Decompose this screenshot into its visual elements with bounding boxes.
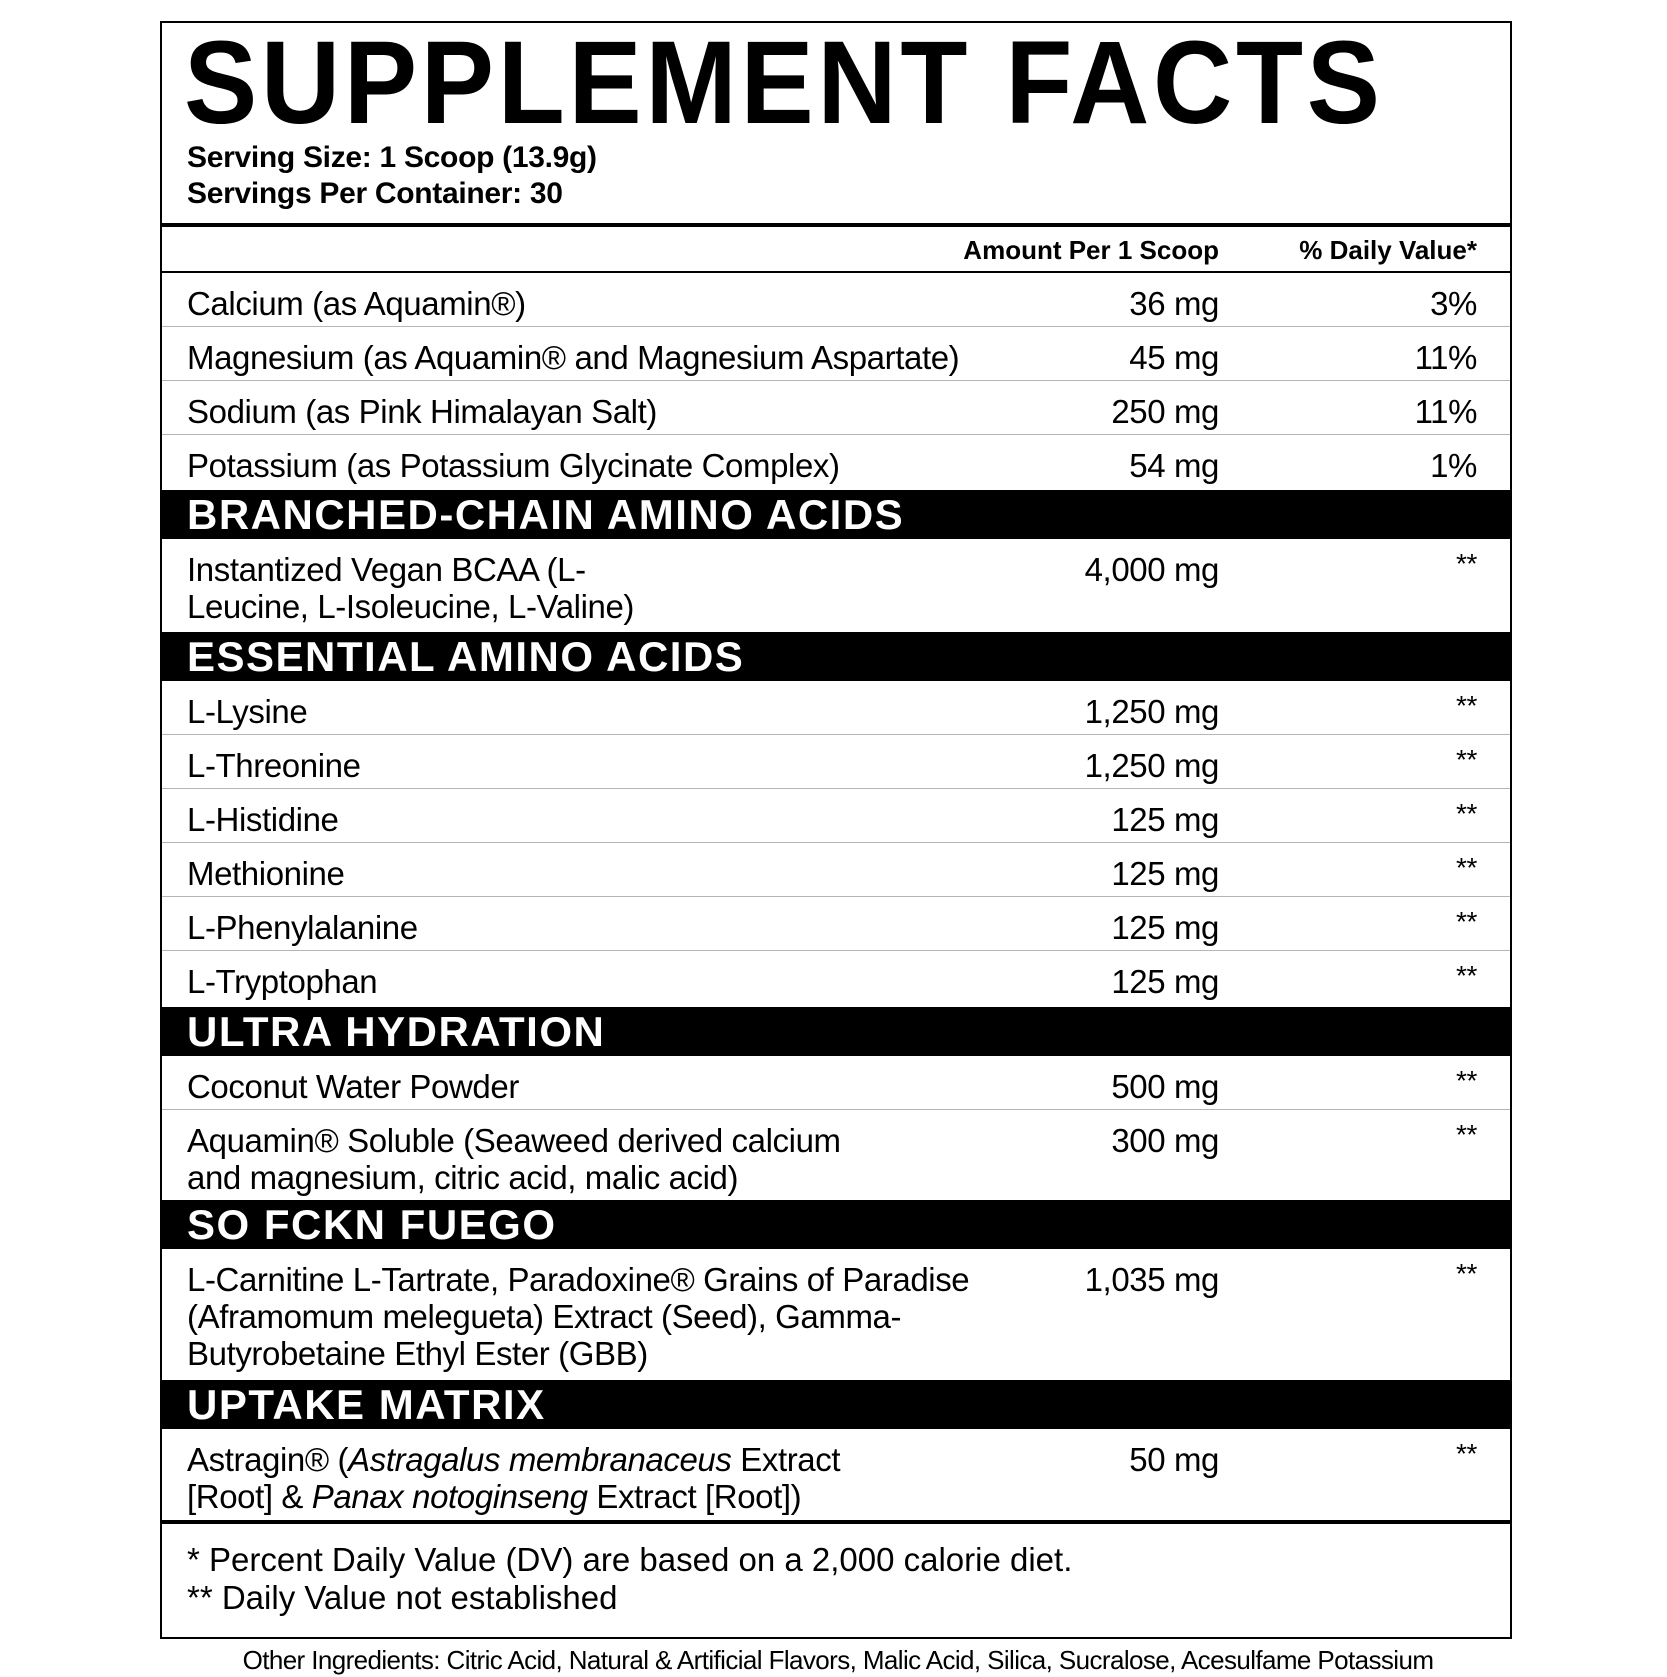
footnote-not-established: ** Daily Value not established: [187, 1579, 618, 1616]
ingredient-name: L-Phenylalanine: [187, 909, 718, 946]
ingredient-daily-value: **: [1456, 1258, 1477, 1289]
ingredient-name: L-Histidine: [187, 801, 679, 838]
ingredient-amount: 36 mg: [1129, 285, 1220, 322]
ingredient-name-part: L-Carnitine L-Tartrate, Paradoxine® Grai…: [187, 1261, 970, 1372]
ingredient-name: L-Tryptophan: [187, 963, 698, 1000]
ingredient-name-part: Potassium (as Potassium Glycinate Comple…: [187, 447, 840, 484]
ingredient-daily-value: **: [1456, 1438, 1477, 1469]
ingredient-name: Instantized Vegan BCAA (L-Leucine, L-Iso…: [187, 551, 707, 625]
column-header-row: Amount Per 1 Scoop % Daily Value*: [162, 227, 1510, 273]
ingredient-name-part: Calcium (as Aquamin®): [187, 285, 526, 322]
section-header: ESSENTIAL AMINO ACIDS: [162, 632, 1510, 681]
ingredient-name-part: L-Phenylalanine: [187, 909, 418, 946]
divider-thick: [162, 1520, 1510, 1524]
ingredient-name-part: Instantized Vegan BCAA (L-Leucine, L-Iso…: [187, 551, 635, 625]
ingredient-name-part: Extract [Root] &: [187, 1441, 841, 1515]
ingredient-name-part: L-Lysine: [187, 693, 308, 730]
ingredient-name: Methionine: [187, 855, 682, 892]
ingredient-daily-value: 11%: [1414, 393, 1478, 430]
section-header: ULTRA HYDRATION: [162, 1007, 1510, 1056]
supplement-facts-panel: SUPPLEMENT FACTS Serving Size: 1 Scoop (…: [160, 21, 1512, 1675]
ingredient-name-part: Extract [Root]): [587, 1478, 802, 1515]
ingredient-daily-value: **: [1456, 960, 1478, 991]
ingredient-name-part: L-Histidine: [187, 801, 339, 838]
ingredient-name: Magnesium (as Aquamin® and Magnesium Asp…: [187, 339, 989, 376]
ingredient-daily-value: **: [1456, 1065, 1477, 1096]
ingredient-amount: 125 mg: [1111, 963, 1220, 1000]
section-header: BRANCHED-CHAIN AMINO ACIDS: [162, 490, 1510, 539]
ingredient-daily-value: **: [1456, 690, 1477, 721]
ingredient-amount: 125 mg: [1111, 909, 1219, 946]
footnotes: * Percent Daily Value (DV) are based on …: [162, 1524, 1510, 1637]
ingredient-amount: 4,000 mg: [1084, 551, 1220, 588]
ingredient-amount: 300 mg: [1111, 1122, 1219, 1159]
ingredient-amount: 125 mg: [1111, 855, 1220, 892]
ingredient-name-part: Sodium (as Pink Himalayan Salt): [187, 393, 657, 430]
ingredient-row: Astragin® (Astragalus membranaceus Extra…: [162, 1429, 1510, 1520]
ingredient-amount: 250 mg: [1111, 393, 1220, 430]
ingredient-name-italic: Panax notoginseng: [311, 1478, 588, 1515]
ingredient-amount: 54 mg: [1129, 447, 1220, 484]
ingredient-row: L-Lysine 1,250 mg **: [162, 681, 1510, 735]
ingredient-name-part: Astragin® (: [187, 1441, 349, 1478]
ingredient-name-part: Magnesium (as Aquamin® and Magnesium Asp…: [187, 339, 960, 376]
section-header: SO FCKN FUEGO: [162, 1200, 1510, 1249]
ingredient-name-italic: Astragalus membranaceus: [348, 1441, 732, 1478]
ingredient-name: Astragin® (Astragalus membranaceus Extra…: [187, 1441, 877, 1515]
ingredient-row: Sodium (as Pink Himalayan Salt) 250 mg 11%: [162, 381, 1510, 435]
ingredient-daily-value: **: [1456, 1119, 1477, 1150]
other-ingredients: Other Ingredients: Citric Acid, Natural …: [242, 1645, 1434, 1675]
ingredient-name-part: L-Threonine: [187, 747, 361, 784]
ingredient-amount: 500 mg: [1111, 1068, 1219, 1105]
ingredient-row: Instantized Vegan BCAA (L-Leucine, L-Iso…: [162, 539, 1510, 632]
ingredient-amount: 125 mg: [1111, 801, 1219, 838]
ingredient-amount: 1,250 mg: [1084, 747, 1220, 784]
ingredient-row: L-Threonine 1,250 mg **: [162, 735, 1510, 789]
ingredient-name: L-Carnitine L-Tartrate, Paradoxine® Grai…: [187, 1261, 1007, 1372]
ingredient-name-part: L-Tryptophan: [187, 963, 378, 1000]
ingredient-amount: 1,035 mg: [1084, 1261, 1220, 1298]
divider-thick: [162, 223, 1510, 227]
ingredient-daily-value: 1%: [1430, 447, 1478, 484]
ingredient-amount: 1,250 mg: [1084, 693, 1220, 730]
ingredient-name: L-Threonine: [187, 747, 690, 784]
ingredient-name: Potassium (as Potassium Glycinate Comple…: [187, 447, 929, 484]
servings-per-container: Servings Per Container: 30: [187, 177, 563, 210]
ingredient-row: Magnesium (as Aquamin® and Magnesium Asp…: [162, 327, 1510, 381]
ingredient-name-part: Aquamin® Soluble (Seaweed derived calciu…: [187, 1122, 841, 1196]
ingredient-row: Calcium (as Aquamin®) 36 mg 3%: [162, 273, 1510, 327]
ingredient-daily-value: 3%: [1430, 285, 1478, 322]
ingredient-daily-value: 11%: [1414, 339, 1478, 376]
ingredient-row: L-Tryptophan 125 mg **: [162, 951, 1510, 1007]
amount-column-header: Amount Per 1 Scoop: [963, 235, 1219, 265]
ingredient-daily-value: **: [1456, 744, 1478, 775]
ingredient-name: L-Lysine: [187, 693, 663, 730]
ingredient-row: L-Phenylalanine 125 mg **: [162, 897, 1510, 951]
ingredient-name-part: Coconut Water Powder: [187, 1068, 519, 1105]
ingredient-name: Sodium (as Pink Himalayan Salt): [187, 393, 838, 430]
ingredient-name-part: Methionine: [187, 855, 345, 892]
ingredient-row: Coconut Water Powder 500 mg **: [162, 1056, 1510, 1110]
ingredient-amount: 50 mg: [1129, 1441, 1219, 1478]
ingredient-daily-value: **: [1456, 852, 1478, 883]
ingredient-daily-value: **: [1456, 548, 1477, 579]
ingredient-name: Calcium (as Aquamin®): [187, 285, 772, 322]
ingredient-table: Calcium (as Aquamin®) 36 mg 3% Magnesium (a…: [162, 273, 1510, 1520]
ingredient-amount: 45 mg: [1129, 339, 1219, 376]
serving-size: Serving Size: 1 Scoop (13.9g): [187, 141, 597, 174]
section-header: UPTAKE MATRIX: [162, 1380, 1510, 1429]
ingredient-row: Potassium (as Potassium Glycinate Comple…: [162, 435, 1510, 490]
daily-value-column-header: % Daily Value*: [1299, 235, 1477, 265]
panel-header: SUPPLEMENT FACTS Serving Size: 1 Scoop (…: [162, 23, 1510, 223]
ingredient-row: L-Histidine 125 mg **: [162, 789, 1510, 843]
ingredient-daily-value: **: [1456, 798, 1477, 829]
ingredient-row: Aquamin® Soluble (Seaweed derived calciu…: [162, 1110, 1510, 1200]
footnote-daily-value: * Percent Daily Value (DV) are based on …: [187, 1541, 1073, 1578]
ingredient-name: Coconut Water Powder: [187, 1068, 769, 1105]
ingredient-daily-value: **: [1456, 906, 1477, 937]
ingredient-row: Methionine 125 mg **: [162, 843, 1510, 897]
panel-title: SUPPLEMENT FACTS: [184, 17, 1384, 149]
ingredient-name: Aquamin® Soluble (Seaweed derived calciu…: [187, 1122, 887, 1196]
ingredient-row: L-Carnitine L-Tartrate, Paradoxine® Grai…: [162, 1249, 1510, 1380]
